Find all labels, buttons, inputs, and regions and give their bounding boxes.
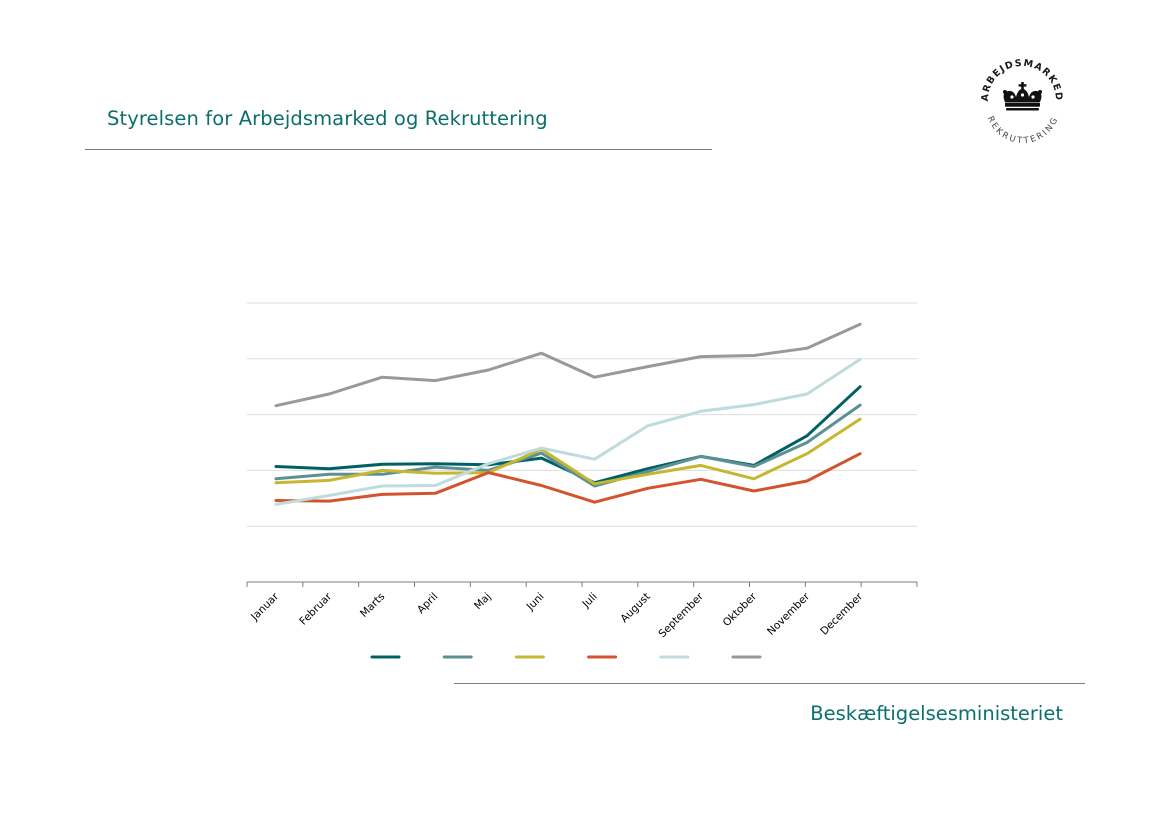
x-tick-label: August — [618, 591, 652, 625]
x-tick-label: April — [415, 591, 440, 616]
agency-logo: ARBEJDSMARKED REKRUTTERING — [980, 58, 1063, 147]
x-tick-label: Marts — [358, 591, 387, 620]
x-tick-label: December — [818, 590, 865, 637]
footer-divider — [454, 683, 1085, 684]
x-tick-label: Oktober — [721, 590, 760, 629]
x-tick-label: Juni — [524, 591, 547, 614]
page-title: Styrelsen for Arbejdsmarked og Rekrutter… — [107, 107, 548, 130]
header-divider — [85, 149, 712, 150]
series-line-4 — [274, 452, 862, 504]
series-line-5 — [274, 357, 862, 506]
x-tick-label: Juli — [580, 591, 600, 611]
x-tick-label: September — [656, 590, 706, 640]
ministry-name: Beskæftigelsesministeriet — [810, 702, 1063, 725]
x-tick-label: Maj — [472, 591, 494, 613]
series-line-6 — [274, 322, 862, 408]
series-line-2 — [274, 403, 862, 488]
x-tick-label: November — [765, 590, 813, 638]
series-line-3 — [274, 417, 862, 486]
x-tick-label: Februar — [297, 590, 334, 627]
x-tick-label: Januar — [248, 590, 281, 623]
